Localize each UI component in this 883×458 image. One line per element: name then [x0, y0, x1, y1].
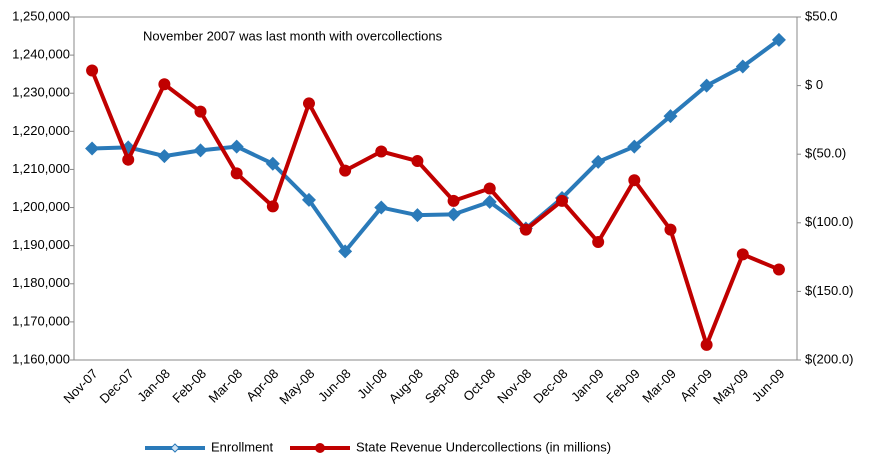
point — [375, 145, 388, 158]
y-tick-label: 1,230,000 — [12, 85, 70, 100]
point — [86, 64, 99, 77]
point — [627, 139, 642, 154]
point — [230, 167, 243, 180]
y2-tick-label: $ 0 — [805, 77, 823, 92]
y-tick-label: 1,210,000 — [12, 161, 70, 176]
x-tick-label: May-08 — [276, 366, 317, 407]
y2-tick-label: $(150.0) — [805, 283, 853, 298]
point — [411, 155, 424, 168]
legend-label: State Revenue Undercollections (in milli… — [356, 439, 611, 454]
x-tick-label: Jan-09 — [568, 366, 607, 405]
point — [735, 59, 750, 74]
x-tick-label: Jul-08 — [354, 366, 390, 402]
x-tick-label: Aug-08 — [386, 366, 426, 406]
annotation: November 2007 was last month with overco… — [143, 28, 443, 43]
y-tick-label: 1,160,000 — [12, 351, 70, 366]
x-tick-label: May-09 — [710, 366, 751, 407]
point — [193, 143, 208, 158]
y2-tick-label: $(50.0) — [805, 146, 846, 161]
y-tick-label: 1,250,000 — [12, 8, 70, 23]
x-tick-label: Nov-07 — [60, 366, 100, 406]
y-tick-label: 1,240,000 — [12, 47, 70, 62]
series-line — [92, 38, 781, 254]
y2-tick-label: $(200.0) — [805, 351, 853, 366]
x-tick-label: Sep-08 — [422, 366, 462, 406]
x-tick-label: Jan-08 — [134, 366, 173, 405]
y-tick-label: 1,180,000 — [12, 275, 70, 290]
point — [591, 154, 606, 169]
point — [194, 105, 207, 118]
x-tick-label: Feb-09 — [603, 366, 643, 406]
point — [592, 236, 605, 249]
point — [556, 194, 569, 207]
x-tick-label: Jun-08 — [315, 366, 354, 405]
legend-label: Enrollment — [211, 439, 274, 454]
point — [265, 156, 280, 171]
y2-tick-label: $50.0 — [805, 8, 838, 23]
x-tick-label: Mar-09 — [639, 366, 679, 406]
point — [302, 97, 315, 110]
point — [628, 174, 641, 187]
series-line — [90, 69, 780, 347]
point — [122, 153, 135, 166]
point — [447, 194, 460, 207]
point — [158, 78, 171, 91]
point — [772, 263, 785, 276]
x-tick-label: Nov-08 — [494, 366, 534, 406]
point — [157, 149, 172, 164]
y-tick-label: 1,220,000 — [12, 123, 70, 138]
point — [339, 164, 352, 177]
y-tick-label: 1,170,000 — [12, 313, 70, 328]
point — [410, 208, 425, 223]
point — [736, 248, 749, 261]
point — [483, 182, 496, 195]
point — [301, 192, 316, 207]
point — [699, 78, 714, 93]
plot-frame — [73, 16, 798, 361]
y2-tick-label: $(100.0) — [805, 214, 853, 229]
point — [664, 223, 677, 236]
point — [519, 223, 532, 236]
x-tick-label: Feb-08 — [169, 366, 209, 406]
y-tick-label: 1,190,000 — [12, 237, 70, 252]
point — [663, 109, 678, 124]
x-tick-label: Apr-08 — [243, 366, 281, 404]
legend-marker — [315, 443, 325, 453]
point — [700, 338, 713, 351]
x-tick-label: Oct-08 — [460, 366, 498, 404]
point — [374, 200, 389, 215]
point — [771, 32, 786, 47]
x-tick-label: Dec-08 — [530, 366, 570, 406]
point — [338, 244, 353, 259]
x-tick-label: Mar-08 — [205, 366, 245, 406]
x-tick-label: Apr-09 — [677, 366, 715, 404]
x-tick-label: Jun-09 — [749, 366, 788, 405]
point — [229, 139, 244, 154]
point — [482, 194, 497, 209]
x-tick-label: Dec-07 — [97, 366, 137, 406]
y-tick-label: 1,200,000 — [12, 199, 70, 214]
legend-marker — [170, 443, 180, 453]
point — [85, 141, 100, 156]
point — [446, 207, 461, 222]
point — [266, 200, 279, 213]
